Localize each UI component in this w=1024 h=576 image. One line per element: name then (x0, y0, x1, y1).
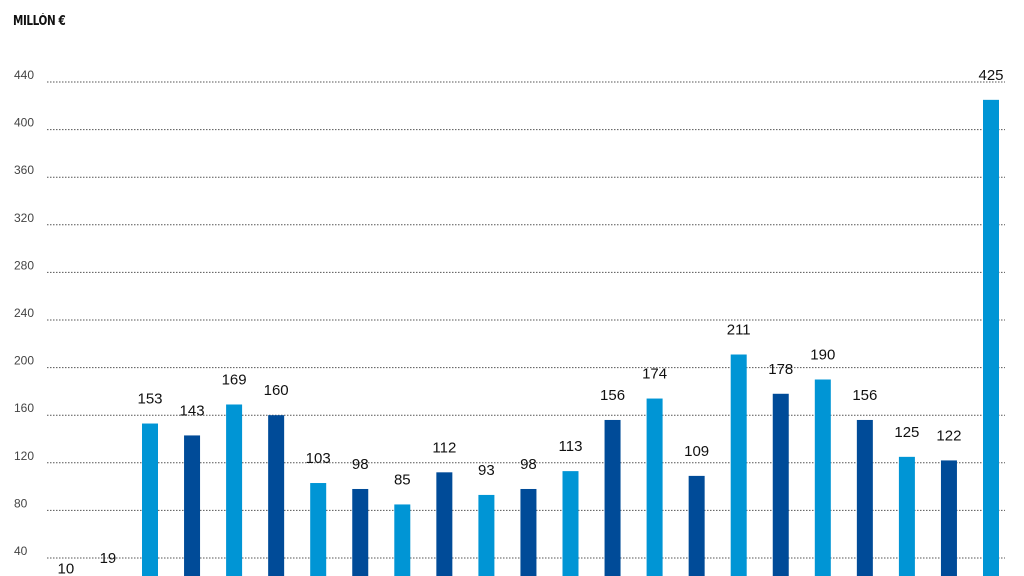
bar (688, 475, 705, 576)
y-tick-label: 80 (14, 496, 28, 510)
y-tick-label: 320 (14, 211, 34, 225)
bar (520, 488, 537, 576)
y-tick-label: 240 (14, 306, 34, 320)
bar (184, 435, 201, 576)
bar-value-label: 153 (137, 391, 162, 408)
bar-value-label: 178 (768, 361, 793, 378)
bar (562, 471, 579, 576)
bar-value-label: 113 (559, 438, 583, 455)
bar-value-label: 156 (852, 387, 877, 404)
bar-value-label: 98 (520, 456, 537, 473)
bar-value-label: 85 (394, 471, 411, 488)
bar (226, 404, 243, 576)
bar-value-label: 125 (894, 424, 919, 441)
bar-value-label: 103 (306, 450, 331, 467)
bar (310, 483, 327, 576)
bar (772, 393, 789, 576)
bar-value-label: 174 (642, 366, 667, 383)
bar (898, 456, 915, 576)
bar-value-label: 143 (180, 402, 205, 419)
bar-value-label: 156 (600, 387, 625, 404)
y-tick-label: 360 (14, 163, 34, 177)
bar-value-label: 93 (478, 462, 495, 479)
bar (436, 472, 453, 576)
bar (478, 494, 495, 576)
bar (940, 460, 957, 576)
y-tick-label: 440 (14, 68, 34, 82)
bar-value-label: 98 (352, 456, 369, 473)
y-tick-label: 200 (14, 354, 34, 368)
y-tick-label: 400 (14, 116, 34, 130)
bar (814, 379, 831, 576)
bar-value-label: 190 (810, 347, 835, 364)
bar-value-label: 112 (432, 439, 456, 456)
bar (268, 415, 285, 576)
bar-value-label: 169 (222, 371, 247, 388)
bar (604, 419, 621, 576)
bar-value-label: 109 (684, 443, 709, 460)
bar-value-label: 10 (58, 561, 75, 576)
y-tick-label: 280 (14, 258, 34, 272)
bar (142, 423, 158, 576)
y-tick-label: 40 (14, 544, 28, 558)
bar (983, 99, 999, 576)
bar (352, 488, 369, 576)
bar-value-label: 211 (727, 322, 751, 339)
bar-value-label: 425 (978, 67, 1003, 84)
y-axis-unit-label: MILLÓN € (13, 14, 66, 29)
bar-value-label: 160 (264, 382, 289, 399)
bar (646, 398, 663, 576)
bar-value-label: 19 (100, 550, 117, 567)
y-tick-label: 120 (14, 449, 34, 463)
bar (394, 504, 411, 576)
y-tick-label: 160 (14, 401, 34, 415)
bar (730, 354, 747, 576)
bar-value-label: 122 (936, 427, 961, 444)
bar (856, 419, 873, 576)
